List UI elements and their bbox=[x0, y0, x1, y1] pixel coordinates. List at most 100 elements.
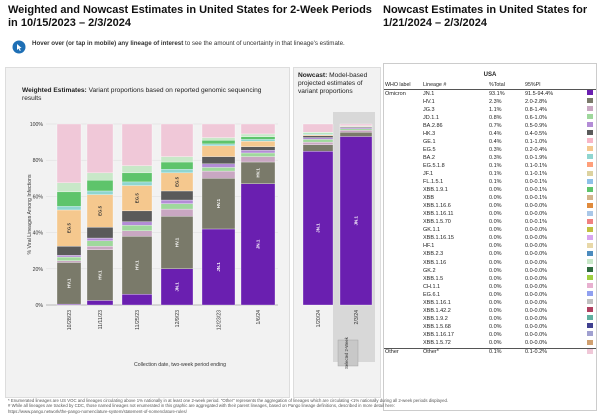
table-row[interactable]: EG.6.1 0.0% 0.0-0.0% bbox=[384, 291, 596, 299]
table-row[interactable]: HV.1 2.3% 2.0-2.8% bbox=[384, 98, 596, 106]
table-cell-total: 0.0% bbox=[489, 331, 502, 338]
table-cell-pi: 2.0-2.8% bbox=[525, 98, 548, 105]
bar-segment bbox=[339, 128, 373, 131]
table-cell-total: 0.1% bbox=[489, 179, 502, 186]
table-cell-pi: 0.8-1.4% bbox=[525, 106, 548, 113]
lineage-color-swatch bbox=[587, 114, 593, 120]
header-total: %Total bbox=[489, 82, 505, 88]
table-cell-lineage: XBB.1.16.1 bbox=[423, 299, 451, 306]
table-cell-lineage: XBB.1.5 bbox=[423, 275, 444, 282]
segment-label: HV.1 bbox=[256, 168, 261, 178]
table-header-row: WHO label Lineage # %Total 95%PI bbox=[384, 82, 596, 90]
table-row[interactable]: XBB.2.3 0.0% 0.0-0.0% bbox=[384, 250, 596, 259]
table-row[interactable]: FL.1.5.1 0.1% 0.0-0.1% bbox=[384, 178, 596, 187]
table-row[interactable]: XBB.1.5.72 0.0% 0.0-0.0% bbox=[384, 339, 596, 349]
table-cell-swatch bbox=[586, 323, 596, 331]
nowcast-panel-title: Nowcast: Model-based projected estimates… bbox=[298, 72, 376, 96]
table-cell-pi: 0.5-0.9% bbox=[525, 122, 548, 129]
table-cell-total: 0.0% bbox=[489, 340, 502, 346]
table-row[interactable]: Omicron JN.1 93.1% 91.5-94.4% bbox=[384, 89, 596, 99]
lineage-color-swatch bbox=[587, 170, 593, 176]
table-row[interactable]: BA.2.86 0.7% 0.5-0.9% bbox=[384, 122, 596, 130]
table-row[interactable]: XBB.1.16.6 0.0% 0.0-0.0% bbox=[384, 202, 596, 211]
table-cell-lineage: JG.3 bbox=[423, 106, 435, 113]
segment-label: HV.1 bbox=[135, 260, 140, 270]
table-row[interactable]: GK.1.1 0.0% 0.0-0.0% bbox=[384, 226, 596, 235]
table-cell-total: 0.3% bbox=[489, 146, 502, 153]
table-row[interactable]: XBB.1.16.11 0.0% 0.0-0.0% bbox=[384, 210, 596, 219]
lineage-color-swatch bbox=[587, 283, 593, 289]
segment-label: HV.1 bbox=[175, 237, 180, 247]
table-cell-lineage: HV.1 bbox=[423, 98, 435, 105]
table-cell-pi: 0.0-0.0% bbox=[525, 331, 548, 338]
table-row[interactable]: JG.3 1.1% 0.8-1.4% bbox=[384, 106, 596, 114]
lineage-color-swatch bbox=[587, 291, 593, 297]
table-row[interactable]: XBB.1.16 0.0% 0.0-0.0% bbox=[384, 259, 596, 267]
table-cell-swatch bbox=[586, 122, 596, 130]
table-cell-total: 0.4% bbox=[489, 130, 502, 137]
table-row[interactable]: XBB.1.9.1 0.0% 0.0-0.1% bbox=[384, 186, 596, 195]
segment-label: HV.1 bbox=[67, 278, 72, 288]
table-cell-total: 0.0% bbox=[489, 323, 502, 330]
bar-segment bbox=[86, 227, 114, 239]
lineage-color-swatch bbox=[587, 242, 593, 248]
y-tick-label: 80% bbox=[33, 158, 44, 164]
table-row[interactable]: XBB.1.42.2 0.0% 0.0-0.0% bbox=[384, 307, 596, 315]
table-row[interactable]: GK.2 0.0% 0.0-0.0% bbox=[384, 267, 596, 275]
segment-label: HV.1 bbox=[98, 270, 103, 280]
table-row[interactable]: XBB.1.16.1 0.0% 0.0-0.0% bbox=[384, 299, 596, 307]
table-cell-who bbox=[384, 146, 422, 154]
bar-segment bbox=[56, 246, 82, 256]
table-row[interactable]: XBB.1.5.70 0.0% 0.0-0.1% bbox=[384, 218, 596, 227]
bar-segment bbox=[86, 240, 114, 247]
table-cell-lineage: HK.3 bbox=[423, 130, 436, 137]
bar-segment bbox=[86, 123, 114, 174]
table-cell-who bbox=[384, 315, 422, 323]
table-row[interactable]: HF.1 0.0% 0.0-0.0% bbox=[384, 242, 596, 251]
weighted-title-bold: Weighted Estimates: bbox=[22, 87, 87, 94]
table-row[interactable]: JF.1 0.1% 0.1-0.1% bbox=[384, 170, 596, 179]
bar-segment bbox=[302, 123, 334, 133]
footnotes: * Enumerated lineages are US VOC and lin… bbox=[8, 398, 598, 414]
pointer-icon bbox=[12, 40, 26, 59]
weighted-title-rest: Variant proportions based on reported ge… bbox=[22, 87, 262, 102]
table-row[interactable]: EG.5.1.8 0.1% 0.1-0.1% bbox=[384, 162, 596, 170]
table-row[interactable]: XBB 0.0% 0.0-0.1% bbox=[384, 194, 596, 203]
bar-segment bbox=[240, 123, 276, 135]
y-tick-label: 20% bbox=[33, 267, 44, 273]
table-cell-swatch bbox=[586, 114, 596, 122]
table-row[interactable]: XBB.1.5.68 0.0% 0.0-0.0% bbox=[384, 323, 596, 331]
table-cell-total: 0.0% bbox=[489, 195, 502, 202]
header-swatch bbox=[586, 82, 596, 90]
table-cell-lineage: GK.1.1 bbox=[423, 227, 441, 234]
table-row[interactable]: XBB.1.5 0.0% 0.0-0.0% bbox=[384, 275, 596, 283]
table-cell-swatch bbox=[586, 186, 596, 195]
table-row[interactable]: CH.1.1 0.0% 0.0-0.0% bbox=[384, 283, 596, 291]
segment-label: HV.1 bbox=[216, 198, 221, 208]
bar-segment bbox=[86, 246, 114, 250]
lineage-color-swatch bbox=[587, 259, 593, 265]
table-row[interactable]: Other Other* 0.1% 0.1-0.2% bbox=[384, 348, 596, 357]
lineage-color-swatch bbox=[587, 275, 593, 281]
table-cell-who bbox=[384, 162, 422, 170]
table-row[interactable]: XBB.1.16.17 0.0% 0.0-0.0% bbox=[384, 331, 596, 339]
table-cell-lineage: EG.5 bbox=[423, 146, 436, 153]
bar-segment bbox=[160, 161, 194, 170]
table-cell-lineage: XBB.1.16.6 bbox=[423, 203, 451, 210]
table-row[interactable]: EG.5 0.3% 0.2-0.4% bbox=[384, 146, 596, 154]
table-row[interactable]: XBB.1.16.15 0.0% 0.0-0.0% bbox=[384, 234, 596, 243]
table-row[interactable]: HK.3 0.4% 0.4-0.5% bbox=[384, 130, 596, 138]
table-cell-lineage: XBB.1.9.1 bbox=[423, 187, 448, 194]
bar-segment bbox=[86, 172, 114, 181]
bar-segment bbox=[160, 203, 194, 210]
bar-segment bbox=[86, 179, 114, 192]
bar-segment bbox=[121, 172, 153, 183]
table-row[interactable]: XBB.1.9.2 0.0% 0.0-0.0% bbox=[384, 315, 596, 323]
table-row[interactable]: GE.1 0.4% 0.1-1.0% bbox=[384, 138, 596, 146]
table-row[interactable]: BA.2 0.3% 0.0-1.9% bbox=[384, 154, 596, 162]
table-row[interactable]: JD.1.1 0.8% 0.6-1.0% bbox=[384, 114, 596, 122]
table-cell-swatch bbox=[586, 226, 596, 235]
nowcast-title-bold: Nowcast: bbox=[298, 72, 328, 79]
table-cell-lineage: XBB.1.16.15 bbox=[423, 235, 454, 242]
table-cell-swatch bbox=[586, 291, 596, 299]
